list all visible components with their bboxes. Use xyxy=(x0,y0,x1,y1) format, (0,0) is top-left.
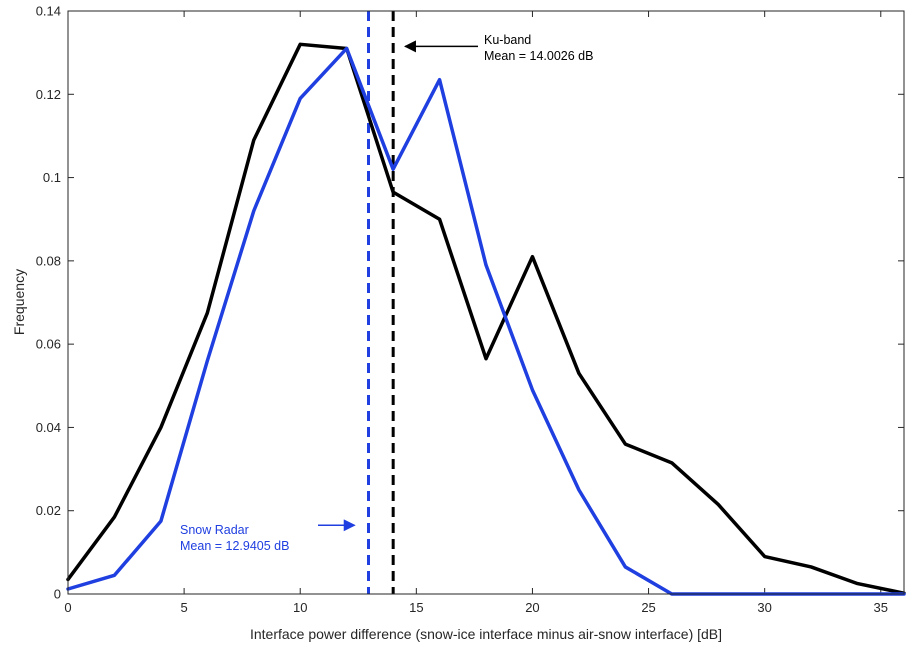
x-axis-ticks: 0 5 10 15 20 25 30 35 xyxy=(64,11,888,615)
y-tick-label: 0.04 xyxy=(36,420,61,435)
series-line-0 xyxy=(66,42,906,595)
x-tick-label: 25 xyxy=(641,600,655,615)
annotation-0: Ku-band Mean = 14.0026 dB xyxy=(484,33,593,63)
y-tick-label: 0.08 xyxy=(36,253,61,268)
x-tick-label: 10 xyxy=(293,600,307,615)
x-tick-label: 0 xyxy=(64,600,71,615)
y-axis-ticks: 0 0.02 0.04 0.06 0.08 0.1 0.12 0.14 xyxy=(36,4,904,602)
x-tick-label: 15 xyxy=(409,600,423,615)
plot-area xyxy=(68,11,904,594)
y-tick-label: 0.02 xyxy=(36,503,61,518)
y-axis-label: Frequency xyxy=(11,269,27,335)
y-tick-label: 0.1 xyxy=(43,170,61,185)
y-tick-label: 0.12 xyxy=(36,87,61,102)
x-axis-label: Interface power difference (snow-ice int… xyxy=(250,626,722,642)
x-tick-label: 35 xyxy=(874,600,888,615)
x-tick-label: 30 xyxy=(757,600,771,615)
annotations: Ku-band Mean = 14.0026 dB Snow Radar Mean =… xyxy=(180,33,593,553)
y-tick-label: 0 xyxy=(54,587,61,602)
x-tick-label: 20 xyxy=(525,600,539,615)
y-tick-label: 0.14 xyxy=(36,4,61,19)
annotation-1: Snow Radar Mean = 12.9405 dB xyxy=(180,523,289,553)
y-tick-label: 0.06 xyxy=(36,337,61,352)
plot-frame xyxy=(67,10,905,595)
x-tick-label: 5 xyxy=(180,600,187,615)
